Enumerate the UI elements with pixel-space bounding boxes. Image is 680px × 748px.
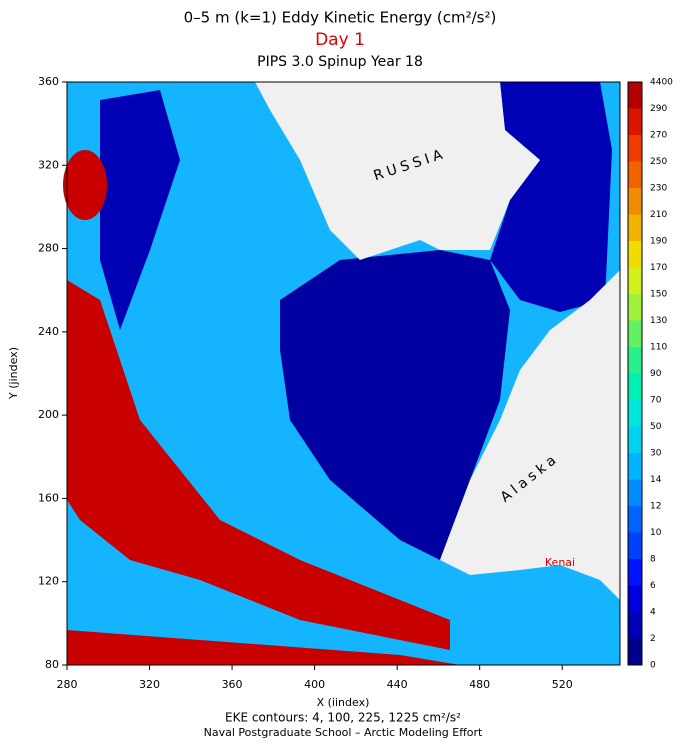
footer: Naval Postgraduate School – Arctic Model… [204, 726, 483, 739]
colorbar-label: 150 [650, 290, 667, 300]
colorbar-segment [628, 294, 642, 321]
x-tick-label: 440 [387, 678, 408, 691]
colorbar-label: 250 [650, 157, 667, 167]
field-region [67, 630, 460, 665]
x-tick-label: 280 [57, 678, 78, 691]
colorbar-segment [628, 585, 642, 612]
colorbar-label: 110 [650, 343, 667, 353]
colorbar-label: 2 [650, 634, 656, 644]
colorbar-segment [628, 559, 642, 586]
colorbar-label: 50 [650, 422, 662, 432]
y-tick-label: 320 [38, 158, 59, 171]
colorbar-label: 30 [650, 449, 662, 459]
colorbar-segment [628, 241, 642, 268]
colorbar-label: 70 [650, 396, 662, 406]
colorbar-segment [628, 479, 642, 506]
colorbar-segment [628, 453, 642, 480]
x-tick-label: 480 [469, 678, 490, 691]
colorbar-label: 90 [650, 369, 662, 379]
colorbar-segment [628, 188, 642, 215]
y-tick-label: 360 [38, 75, 59, 88]
field-region [490, 82, 612, 312]
y-tick-label: 280 [38, 242, 59, 255]
colorbar-segment [628, 214, 642, 241]
colorbar-segment [628, 638, 642, 665]
colorbar-label: 6 [650, 581, 656, 591]
field-region [100, 90, 180, 330]
colorbar-label: 12 [650, 502, 661, 512]
colorbar-segment [628, 267, 642, 294]
y-tick-label: 240 [38, 325, 59, 338]
colorbar-segment [628, 320, 642, 347]
colorbar-label: 0 [650, 661, 656, 671]
colorbar-segment [628, 135, 642, 162]
land [255, 82, 540, 260]
annotation: Kenai [545, 556, 575, 569]
colorbar-label: 130 [650, 316, 667, 326]
colorbar-label: 270 [650, 131, 667, 141]
x-tick-label: 360 [222, 678, 243, 691]
y-tick-label: 120 [38, 575, 59, 588]
colorbar-segment [628, 347, 642, 374]
x-axis-label: X (iindex) [317, 696, 370, 709]
field-region [63, 150, 107, 220]
y-tick-label: 160 [38, 491, 59, 504]
colorbar-label: 4400 [650, 78, 673, 88]
footer: EKE contours: 4, 100, 225, 1225 cm²/s² [225, 711, 461, 725]
chart-subtitle: Day 1 [315, 30, 365, 50]
x-tick-label: 320 [139, 678, 160, 691]
plot-frame [66, 81, 621, 666]
colorbar-segment [628, 506, 642, 533]
land [440, 270, 620, 600]
colorbar-label: 8 [650, 555, 656, 565]
colorbar-segment [628, 426, 642, 453]
y-tick-label: 80 [45, 658, 59, 671]
colorbar-label: 190 [650, 237, 667, 247]
chart-caption: PIPS 3.0 Spinup Year 18 [257, 54, 423, 70]
colorbar-segment [628, 400, 642, 427]
colorbar-segment [628, 108, 642, 135]
colorbar-label: 290 [650, 104, 667, 114]
x-tick-label: 400 [304, 678, 325, 691]
colorbar-segment [628, 612, 642, 639]
x-tick-label: 520 [552, 678, 573, 691]
field [63, 81, 621, 666]
field-region [67, 280, 450, 650]
y-axis-label: Y (jindex) [7, 347, 20, 400]
colorbar-label: 170 [650, 263, 667, 273]
field-region [280, 250, 510, 560]
y-tick-label: 200 [38, 408, 59, 421]
colorbar-segment [628, 373, 642, 400]
colorbar-segment [628, 532, 642, 559]
colorbar-label: 210 [650, 210, 667, 220]
colorbar-label: 10 [650, 528, 662, 538]
colorbar-segment [628, 161, 642, 188]
chart-title: 0–5 m (k=1) Eddy Kinetic Energy (cm²/s²) [184, 9, 497, 27]
colorbar-label: 14 [650, 475, 662, 485]
colorbar-label: 4 [650, 608, 656, 618]
colorbar-segment [628, 82, 642, 109]
colorbar-frame [627, 81, 643, 666]
colorbar-label: 230 [650, 184, 667, 194]
